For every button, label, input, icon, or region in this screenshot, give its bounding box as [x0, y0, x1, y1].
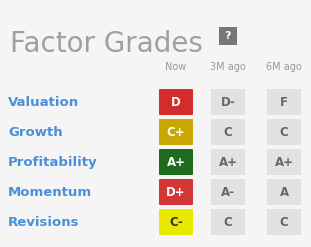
Text: D: D [171, 96, 181, 108]
Text: A+: A+ [275, 156, 294, 168]
FancyBboxPatch shape [211, 119, 245, 145]
Text: C: C [224, 215, 232, 228]
FancyBboxPatch shape [267, 89, 301, 115]
Text: Growth: Growth [8, 125, 63, 139]
Text: ?: ? [225, 31, 231, 41]
FancyBboxPatch shape [267, 209, 301, 235]
Text: 3M ago: 3M ago [210, 62, 246, 72]
FancyBboxPatch shape [267, 179, 301, 205]
Text: Profitability: Profitability [8, 156, 98, 168]
FancyBboxPatch shape [159, 89, 193, 115]
Text: D-: D- [220, 96, 235, 108]
Text: A: A [280, 185, 289, 199]
Text: C+: C+ [167, 125, 185, 139]
Text: C: C [280, 125, 288, 139]
Text: 6M ago: 6M ago [266, 62, 302, 72]
Text: A+: A+ [219, 156, 238, 168]
Text: F: F [280, 96, 288, 108]
FancyBboxPatch shape [159, 179, 193, 205]
FancyBboxPatch shape [211, 89, 245, 115]
FancyBboxPatch shape [267, 149, 301, 175]
Text: C: C [280, 215, 288, 228]
Text: Factor Grades: Factor Grades [10, 30, 203, 58]
Text: Now: Now [165, 62, 187, 72]
FancyBboxPatch shape [219, 27, 237, 45]
FancyBboxPatch shape [159, 209, 193, 235]
FancyBboxPatch shape [159, 119, 193, 145]
FancyBboxPatch shape [211, 209, 245, 235]
Text: A+: A+ [166, 156, 185, 168]
Text: C: C [224, 125, 232, 139]
FancyBboxPatch shape [211, 179, 245, 205]
Text: D+: D+ [166, 185, 186, 199]
Text: A-: A- [221, 185, 235, 199]
FancyBboxPatch shape [159, 149, 193, 175]
FancyBboxPatch shape [211, 149, 245, 175]
FancyBboxPatch shape [267, 119, 301, 145]
Text: C-: C- [169, 215, 183, 228]
Text: Valuation: Valuation [8, 96, 79, 108]
Text: Momentum: Momentum [8, 185, 92, 199]
Text: Revisions: Revisions [8, 215, 80, 228]
